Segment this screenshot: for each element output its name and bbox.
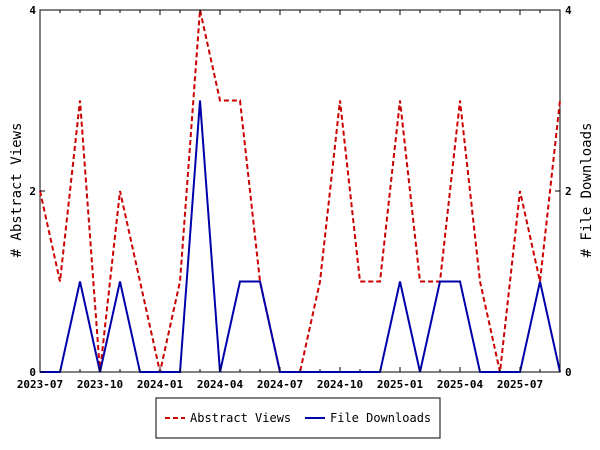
- x-tick-label: 2024-07: [257, 378, 303, 391]
- plot-area: [39, 9, 561, 373]
- legend: Abstract Views File Downloads: [155, 397, 441, 439]
- y-left-tick-label: 0: [29, 366, 36, 379]
- x-tick-label: 2024-01: [137, 378, 184, 391]
- x-tick-label: 2025-07: [497, 378, 543, 391]
- y-right-tick-label: 4: [565, 4, 572, 17]
- x-tick-label: 2023-07: [17, 378, 63, 391]
- x-axis-ticks: 2023-07 2023-10 2024-01 2024-04 2024-07 2024-…: [17, 10, 561, 391]
- x-tick-label: 2025-01: [377, 378, 424, 391]
- x-tick-label: 2024-10: [317, 378, 363, 391]
- y-axis-ticks: 0 2 4 0 2 4: [29, 4, 572, 379]
- x-tick-label: 2023-10: [77, 378, 123, 391]
- legend-box: [155, 397, 441, 439]
- plot-frame: [39, 9, 561, 373]
- legend-label-abstract-views: Abstract Views: [190, 411, 291, 425]
- x-tick-label: 2024-04: [197, 378, 244, 391]
- y-right-tick-label: 0: [565, 366, 572, 379]
- x-tick-label: 2025-04: [437, 378, 484, 391]
- series-line-abstract-views: [39, 9, 561, 373]
- y-axis-left-title: # Abstract Views: [9, 123, 25, 258]
- y-left-tick-label: 4: [29, 4, 36, 17]
- series-line-file-downloads: [40, 100, 561, 373]
- y-right-tick-label: 2: [565, 185, 572, 198]
- legend-label-file-downloads: File Downloads: [330, 411, 431, 425]
- y-left-tick-label: 2: [29, 185, 36, 198]
- y-axis-right-title: # File Downloads: [579, 123, 595, 258]
